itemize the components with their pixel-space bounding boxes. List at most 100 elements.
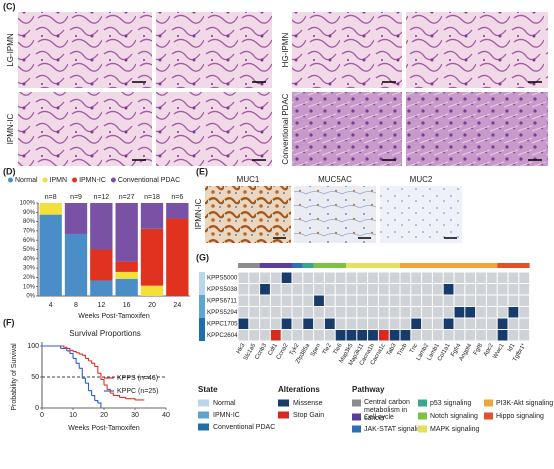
heatmap-cell — [400, 295, 411, 306]
histology-image — [406, 92, 548, 166]
heatmap-cell — [411, 284, 422, 295]
gene-label: Ccnb3 — [254, 342, 268, 361]
heatmap-cell — [432, 272, 443, 283]
gene-label: Tnc — [409, 343, 419, 355]
heatmap-cell — [432, 307, 443, 318]
heatmap-cell — [238, 307, 249, 318]
legend-label: JAK-STAT signaling — [364, 426, 426, 433]
legend-label: Normal — [15, 177, 38, 184]
y-tick-label: 80% — [23, 219, 36, 225]
legend-label: KPPS (n=46) — [117, 375, 158, 382]
bar-segment — [140, 285, 164, 296]
heatmap-cell — [476, 284, 486, 295]
pathway-bar — [238, 263, 260, 268]
heatmap-cell — [357, 318, 368, 329]
gene-label: Tle6 — [333, 342, 344, 356]
heatmap-cell — [465, 318, 476, 329]
legend-swatch — [418, 425, 427, 433]
survival-step — [94, 365, 99, 374]
x-tick-label: 8 — [74, 302, 78, 309]
survival-step — [79, 353, 83, 356]
heatmap-cell — [303, 307, 314, 318]
heatmap-cell — [486, 272, 497, 283]
heatmap-cell — [443, 330, 454, 341]
heatmap-cell — [303, 272, 314, 283]
y-tick-label: 90% — [23, 210, 36, 216]
heatmap-cell — [281, 284, 292, 295]
histology-image — [292, 92, 402, 166]
survival-step — [42, 345, 62, 349]
heatmap-cell — [314, 318, 324, 329]
heatmap-cell — [292, 272, 303, 283]
heatmap-cell — [324, 272, 335, 283]
gene-label: Id1 — [507, 342, 517, 353]
y-tick-label: 20% — [23, 275, 36, 281]
heatmap-cell — [238, 318, 249, 329]
x-tick-label: 20 — [100, 412, 108, 419]
heatmap-cell — [378, 330, 389, 341]
heatmap-cell — [346, 330, 357, 341]
stain-title: MUC2 — [410, 175, 433, 184]
histology-image — [406, 12, 548, 88]
bar-label: n=8 — [45, 194, 57, 201]
legend-label: IPMN-IC — [213, 412, 240, 419]
heatmap-cell — [378, 295, 389, 306]
legend-swatch — [352, 425, 361, 433]
x-tick-label: 12 — [97, 302, 105, 309]
panel-label: (E) — [196, 166, 208, 176]
heatmap-cell — [270, 284, 281, 295]
heatmap-cell — [249, 284, 260, 295]
bar-label: n=9 — [70, 194, 82, 201]
pathway-bar — [302, 263, 314, 268]
heatmap-cell — [443, 284, 454, 295]
y-tick-label: 50 — [31, 374, 39, 381]
bar-segment — [140, 228, 164, 286]
pathway-bar — [400, 263, 498, 268]
y-tick-label: 0 — [35, 405, 39, 412]
x-axis-label: Weeks Post-Tamoxifen — [68, 425, 140, 432]
state-cell — [199, 283, 205, 295]
state-cell — [199, 329, 205, 341]
survival-step — [85, 382, 90, 391]
heatmap-cell — [476, 307, 486, 318]
legend-swatch — [484, 412, 493, 420]
heatmap-cell — [422, 284, 432, 295]
heatmap-cell — [508, 295, 519, 306]
gene-label: Tnxb — [397, 342, 409, 357]
heatmap-cell — [260, 318, 270, 329]
stain-title: MUC1 — [237, 175, 260, 184]
heatmap-cell — [249, 330, 260, 341]
heatmap-cell — [476, 272, 486, 283]
heatmap-cell — [260, 272, 270, 283]
x-tick-label: 24 — [173, 302, 181, 309]
heatmap-cell — [389, 295, 400, 306]
legend-label: IPMN-IC — [79, 177, 106, 184]
heatmap-cell — [270, 272, 281, 283]
legend-swatch — [484, 399, 493, 407]
bar-segment — [115, 203, 138, 262]
survival-step — [97, 402, 102, 408]
histology-image — [18, 92, 152, 166]
heatmap-cell — [422, 295, 432, 306]
legend-title: State — [198, 385, 218, 394]
legend-label: Conventional PDAC — [118, 177, 180, 184]
heatmap-cell — [486, 330, 497, 341]
heatmap-cell — [314, 307, 324, 318]
heatmap-cell — [508, 318, 519, 329]
legend-swatch — [198, 399, 209, 407]
legend-label: IPMN — [50, 177, 68, 184]
legend-swatch — [352, 399, 361, 407]
heatmap-cell — [357, 284, 368, 295]
heatmap-cell — [238, 295, 249, 306]
legend-label: p53 signaling — [430, 400, 471, 407]
bar-segment — [39, 203, 62, 215]
heatmap-cell — [465, 284, 476, 295]
heatmap-cell — [465, 295, 476, 306]
state-cell — [199, 295, 205, 307]
heatmap-cell — [432, 295, 443, 306]
heatmap-cell — [303, 318, 314, 329]
heatmap-cell — [324, 295, 335, 306]
survival-step — [91, 395, 96, 401]
x-tick-label: 40 — [162, 412, 170, 419]
heatmap-cell — [497, 272, 508, 283]
